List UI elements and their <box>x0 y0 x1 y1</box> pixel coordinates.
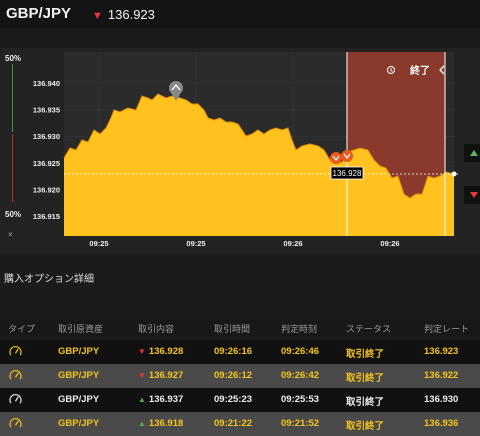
clock-icon <box>387 66 395 74</box>
current-price: ▼ 136.923 <box>92 7 155 22</box>
row-result: 136.922 <box>424 370 459 381</box>
current-price-dot <box>451 171 457 177</box>
row-result: 136.923 <box>424 346 459 357</box>
section-title: 購入オプション詳細 <box>4 274 94 285</box>
header-judge-time: 判定時刻 <box>281 324 318 334</box>
x-tick-label: 09:25 <box>186 239 205 248</box>
down-arrow-icon: ▼ <box>138 371 146 380</box>
row-time: 09:26:12 <box>214 370 253 381</box>
up-arrow-icon: ▲ <box>138 395 146 404</box>
table-row[interactable]: GBP/JPY ▲ 136.918 09:21:22 09:21:52 取引終了 … <box>0 412 480 436</box>
end-label: 終了 <box>410 64 430 77</box>
y-tick-label: 136.920 <box>33 185 60 194</box>
call-button[interactable] <box>464 144 480 162</box>
row-rate: 136.918 <box>148 418 184 429</box>
gauge-top-pct: 50% <box>5 54 22 63</box>
table-row[interactable]: GBP/JPY ▼ 136.927 09:26:12 09:26:42 取引終了 … <box>0 364 480 388</box>
gauge-icon <box>9 370 22 380</box>
x-tick-label: 09:25 <box>89 239 108 248</box>
current-price-tag: 136.928 <box>333 169 362 178</box>
row-status: 取引終了 <box>346 349 385 360</box>
up-arrow-icon: ▲ <box>138 419 146 428</box>
gauge-icon <box>9 394 22 404</box>
gauge-close-icon[interactable]: × <box>8 230 13 239</box>
gauge-bottom-pct: 50% <box>5 210 22 219</box>
row-judge: 09:21:52 <box>281 418 320 429</box>
y-tick-label: 136.935 <box>33 106 60 115</box>
gauge-icon <box>9 346 22 356</box>
y-tick-label: 136.915 <box>33 212 60 221</box>
top-bar: GBP/JPY ▼ 136.923 <box>0 0 480 28</box>
header-trade: 取引内容 <box>138 324 175 334</box>
row-asset: GBP/JPY <box>58 418 100 429</box>
header-status: ステータス <box>346 324 392 334</box>
gauge-green-bar <box>12 64 13 132</box>
row-judge: 09:26:46 <box>281 346 320 357</box>
row-rate: 136.937 <box>148 394 184 405</box>
row-time: 09:25:23 <box>214 394 253 405</box>
gauge-red-bar <box>12 134 13 202</box>
table-row[interactable]: GBP/JPY ▼ 136.928 09:26:16 09:26:46 取引終了 … <box>0 340 480 364</box>
row-asset: GBP/JPY <box>58 394 100 405</box>
asset-pair-title[interactable]: GBP/JPY <box>6 5 72 22</box>
y-axis: 136.940 136.935 136.930 136.925 136.920 136.9… <box>33 79 60 221</box>
trade-marker-icon <box>330 150 353 164</box>
put-button[interactable] <box>464 186 480 204</box>
map-pin-icon <box>169 81 183 101</box>
price-chart[interactable]: 136.940 136.935 136.930 136.925 136.920 136.9… <box>0 0 480 254</box>
row-time: 09:26:16 <box>214 346 253 357</box>
price-down-icon: ▼ <box>92 10 103 22</box>
row-asset: GBP/JPY <box>58 346 100 357</box>
row-status: 取引終了 <box>346 397 385 408</box>
price-area <box>64 94 454 236</box>
row-asset: GBP/JPY <box>58 370 100 381</box>
x-tick-label: 09:26 <box>380 239 399 248</box>
chevron-left-icon[interactable] <box>439 65 445 75</box>
row-time: 09:21:22 <box>214 418 253 429</box>
gauge-icon <box>9 418 22 428</box>
table-row[interactable]: GBP/JPY ▲ 136.937 09:25:23 09:25:53 取引終了 … <box>0 388 480 412</box>
header-asset: 取引原資産 <box>58 324 104 334</box>
row-status: 取引終了 <box>346 421 385 432</box>
x-axis: 09:25 09:25 09:26 09:26 <box>89 239 399 248</box>
row-result: 136.936 <box>424 418 459 429</box>
current-price-value: 136.923 <box>107 7 155 22</box>
row-status: 取引終了 <box>346 373 385 384</box>
row-rate: 136.928 <box>148 346 184 357</box>
sentiment-gauge: 50% 50% × <box>2 50 22 244</box>
x-tick-label: 09:26 <box>283 239 302 248</box>
y-tick-label: 136.940 <box>33 79 60 88</box>
row-rate: 136.927 <box>148 370 184 381</box>
header-trade-time: 取引時間 <box>214 324 251 334</box>
row-judge: 09:25:53 <box>281 394 320 405</box>
header-judge-rate: 判定レート <box>424 324 470 334</box>
y-tick-label: 136.925 <box>33 159 60 168</box>
header-type: タイプ <box>8 324 36 334</box>
row-result: 136.930 <box>424 394 459 405</box>
y-tick-label: 136.930 <box>33 132 60 141</box>
current-price-box <box>330 166 364 180</box>
table-header: タイプ 取引原資産 取引内容 取引時間 判定時刻 ステータス 判定レート <box>0 318 480 336</box>
down-arrow-icon: ▼ <box>138 347 146 356</box>
row-judge: 09:26:42 <box>281 370 320 381</box>
price-line <box>63 93 455 199</box>
